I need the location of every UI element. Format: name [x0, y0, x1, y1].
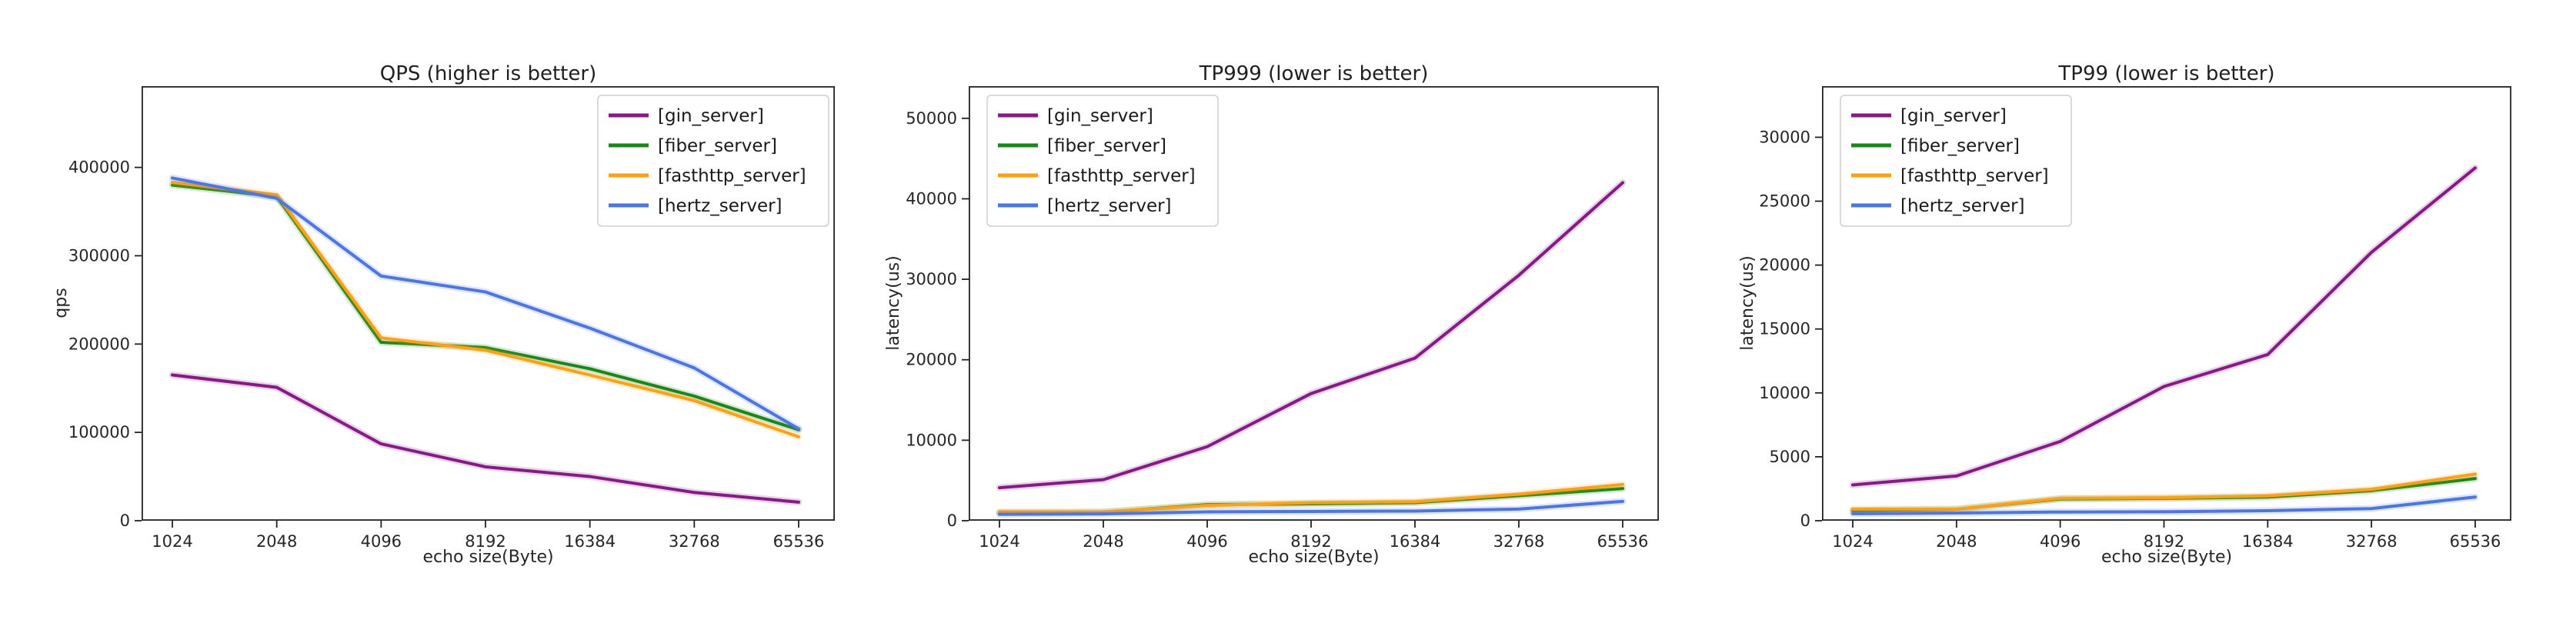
x-axis-label-qps: echo size(Byte) — [422, 548, 554, 567]
y-tick-label: 400000 — [68, 158, 130, 177]
y-axis-label-tp99: latency(us) — [1738, 255, 1757, 351]
x-tick-label: 16384 — [564, 532, 616, 551]
legend-label-fasthttp_server: [fasthttp_server] — [658, 166, 806, 186]
legend-box — [986, 95, 1219, 227]
x-tick-label: 16384 — [2242, 532, 2294, 551]
legend-label-hertz_server: [hertz_server] — [1047, 196, 1172, 216]
y-tick-label: 30000 — [906, 270, 957, 288]
x-tick-label: 1024 — [979, 532, 1019, 551]
series-line-hertz_server — [998, 499, 1624, 516]
x-tick-label: 1024 — [152, 532, 192, 551]
tp99-chart-plot: 0 5000 10000 15000 20000 25000 30000 1024 2048 40… — [1759, 85, 2512, 551]
y-tick-label: 200000 — [68, 335, 130, 353]
axes-box — [968, 85, 1660, 521]
x-axis-label-tp99: echo size(Byte) — [2101, 548, 2233, 567]
y-tick-label: 0 — [120, 511, 130, 530]
legend-box — [1840, 95, 2072, 227]
x-tick-label: 32768 — [2346, 532, 2397, 551]
x-tick-label: 8192 — [465, 532, 506, 551]
legend-label-hertz_server: [hertz_server] — [1900, 196, 2025, 216]
series-line-fasthttp_server — [1851, 472, 2477, 511]
axes-box — [141, 85, 836, 521]
x-tick-label: 2048 — [1936, 532, 1977, 551]
y-tick-label: 5000 — [1770, 448, 1810, 466]
x-tick-label: 8192 — [1290, 532, 1331, 551]
y-tick-label: 50000 — [906, 109, 957, 128]
qps-chart-plot: 0 100000 200000 300000 400000 1024 2048 4096 819… — [68, 85, 836, 551]
x-tick-label: 32768 — [669, 532, 720, 551]
y-tick-label: 20000 — [1759, 256, 1810, 275]
series-line-gin_server — [171, 373, 800, 504]
legend-label-fasthttp_server: [fasthttp_server] — [1900, 166, 2049, 186]
y-tick-label: 20000 — [906, 351, 957, 369]
series-line-gin_server — [998, 181, 1624, 490]
y-axis-label-tp999: latency(us) — [884, 255, 903, 351]
x-axis-label-tp999: echo size(Byte) — [1248, 548, 1380, 567]
x-tick-label: 8192 — [2144, 532, 2184, 551]
y-axis-label-qps: qps — [52, 288, 71, 318]
chart-title-qps: QPS (higher is better) — [379, 62, 597, 85]
x-tick-label: 4096 — [2040, 532, 2080, 551]
x-tick-label: 65536 — [2450, 532, 2501, 551]
x-tick-label: 4096 — [1186, 532, 1227, 551]
legend-box — [597, 95, 829, 227]
y-tick-label: 15000 — [1759, 320, 1810, 338]
legend-label-fasthttp_server: [fasthttp_server] — [1047, 166, 1196, 186]
axes-box — [1821, 85, 2512, 521]
legend-label-gin_server: [gin_server] — [1900, 106, 2007, 126]
series-line-hertz_server — [1851, 495, 2477, 515]
x-tick-label: 2048 — [256, 532, 297, 551]
tp999-chart-plot: 0 10000 20000 30000 40000 50000 1024 2048 4096 81… — [906, 85, 1660, 551]
y-tick-label: 100000 — [68, 423, 130, 441]
y-tick-label: 0 — [1800, 511, 1810, 530]
series-line-gin_server — [1851, 166, 2477, 487]
y-tick-label: 10000 — [1759, 384, 1810, 402]
x-tick-label: 65536 — [773, 532, 825, 551]
x-tick-label: 2048 — [1083, 532, 1123, 551]
legend-label-fiber_server: [fiber_server] — [658, 136, 777, 156]
legend-label-hertz_server: [hertz_server] — [658, 196, 782, 216]
series-band-gin_server — [169, 371, 802, 506]
legend-label-gin_server: [gin_server] — [1047, 106, 1153, 126]
y-tick-label: 10000 — [906, 431, 957, 449]
series-band-gin_server — [996, 179, 1627, 491]
series-line-hertz_server — [171, 176, 800, 431]
x-tick-label: 4096 — [361, 532, 402, 551]
series-line-fasthttp_server — [171, 181, 800, 438]
x-tick-label: 1024 — [1832, 532, 1873, 551]
x-tick-label: 32768 — [1493, 532, 1545, 551]
legend-label-fiber_server: [fiber_server] — [1047, 136, 1166, 156]
y-tick-label: 40000 — [906, 189, 957, 208]
legend-label-gin_server: [gin_server] — [658, 106, 764, 126]
series-line-fasthttp_server — [998, 482, 1624, 514]
chart-title-tp99: TP99 (lower is better) — [2058, 62, 2275, 85]
x-tick-label: 16384 — [1390, 532, 1441, 551]
x-tick-label: 65536 — [1597, 532, 1649, 551]
legend-label-fiber_server: [fiber_server] — [1900, 136, 2020, 156]
y-tick-label: 25000 — [1759, 192, 1810, 211]
y-tick-label: 0 — [947, 511, 957, 530]
y-tick-label: 300000 — [68, 246, 130, 265]
y-tick-label: 30000 — [1759, 128, 1810, 146]
chart-title-tp999: TP999 (lower is better) — [1199, 62, 1429, 85]
